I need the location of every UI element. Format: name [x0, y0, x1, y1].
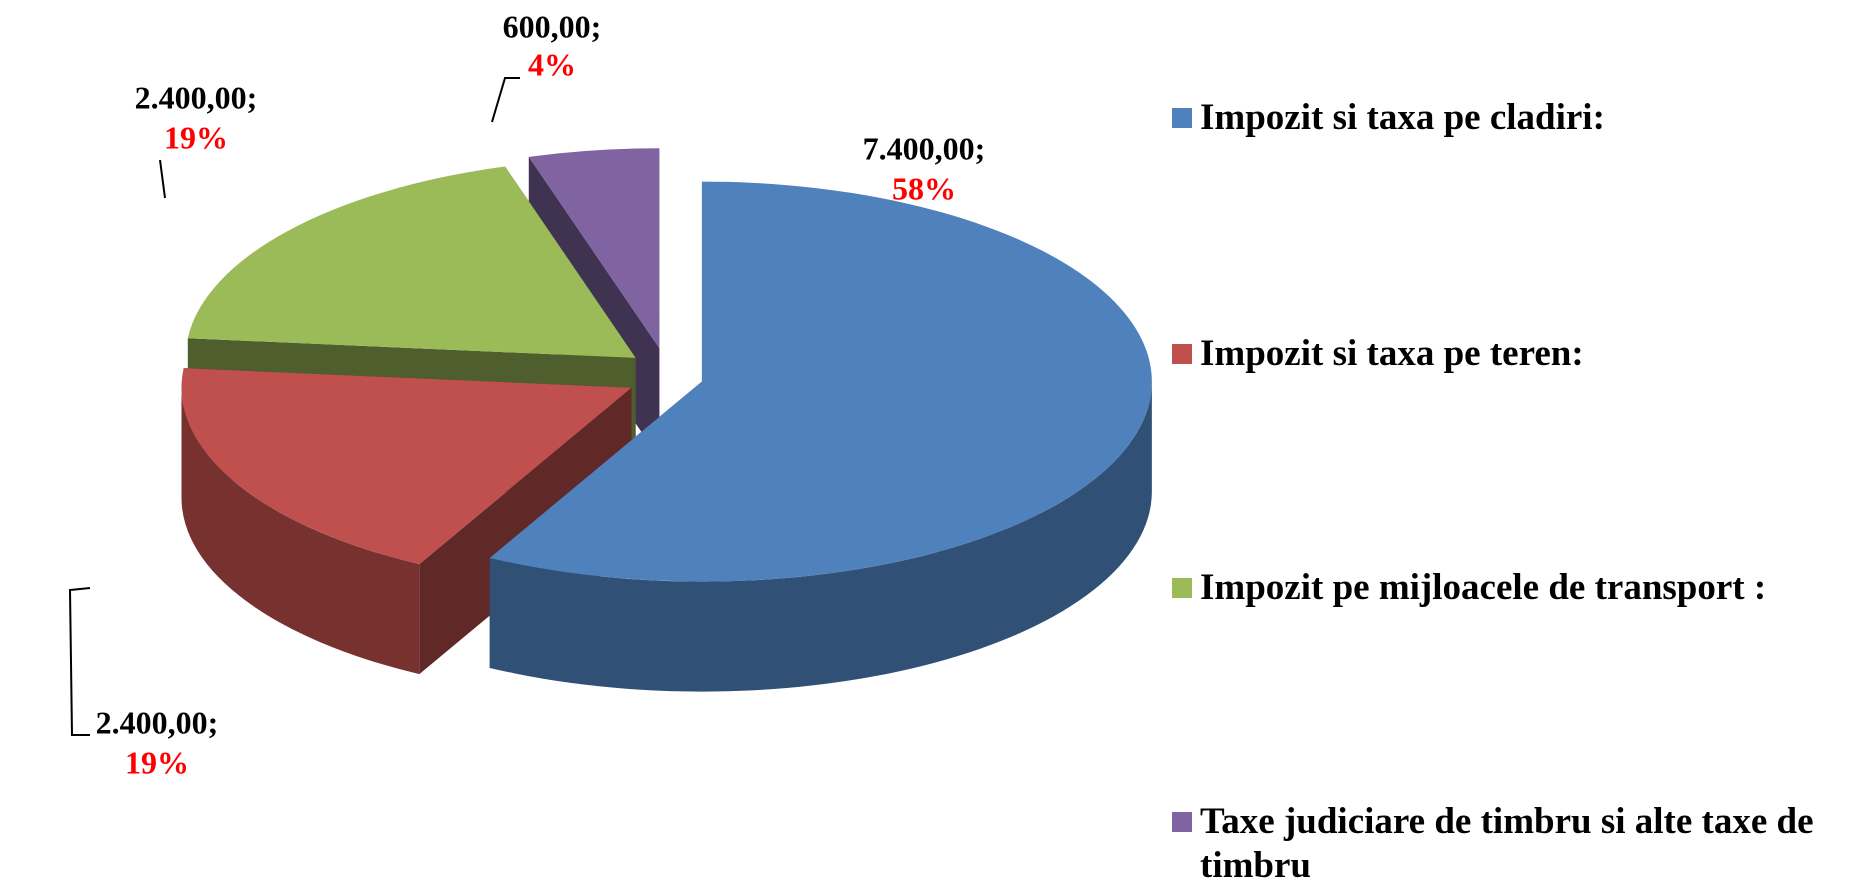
data-label: 2.400,00; [96, 704, 219, 740]
slice-top [528, 148, 660, 349]
legend-item: Impozit pe mijloacele de transport : [1172, 566, 1850, 610]
slice-wall [489, 381, 1152, 692]
legend-item: Impozit si taxa pe teren: [1172, 332, 1850, 376]
legend-swatch [1172, 812, 1192, 832]
data-label: 600,00; [503, 8, 602, 44]
legend-label: Impozit si taxa pe teren: [1200, 333, 1584, 374]
leader-line [491, 77, 520, 123]
slice [489, 181, 1152, 692]
percent-label: 19% [125, 744, 189, 780]
leader-line [68, 587, 91, 736]
percent-label: 4% [528, 46, 576, 82]
percent-label: 58% [892, 170, 956, 206]
percent-label: 19% [164, 119, 228, 155]
legend-swatch [1172, 578, 1192, 598]
slice-top [181, 368, 632, 565]
slice-top [489, 181, 1152, 582]
legend-label: Taxe judiciare de timbru si alte taxe de… [1200, 801, 1814, 885]
data-label: 2.400,00; [135, 79, 258, 115]
leader-line [159, 159, 166, 199]
legend-label: Impozit pe mijloacele de transport : [1200, 567, 1767, 608]
legend-swatch [1172, 344, 1192, 364]
legend-item: Taxe judiciare de timbru si alte taxe de… [1172, 800, 1850, 885]
data-label: 7.400,00; [863, 130, 986, 166]
slice-top [187, 166, 636, 358]
legend-label: Impozit si taxa pe cladiri: [1200, 97, 1605, 138]
slice-wall [181, 387, 420, 675]
legend-swatch [1172, 108, 1192, 128]
legend-item: Impozit si taxa pe cladiri: [1172, 96, 1850, 140]
